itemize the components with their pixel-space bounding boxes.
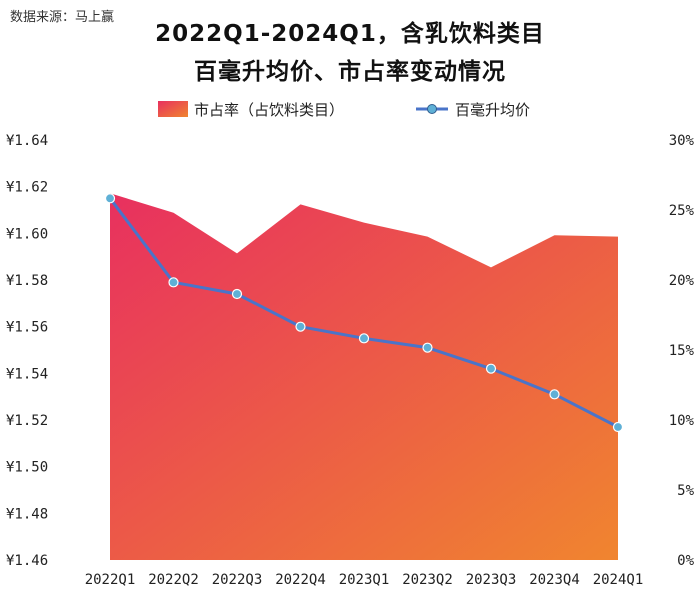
plot-area: ¥1.64 ¥1.62 ¥1.60 ¥1.58 ¥1.56 ¥1.54 ¥1.52 ¥1.50… [6,133,695,588]
price-point [358,333,370,344]
y-right-tick-label: 5% [677,483,694,499]
y-left-tick-label: ¥1.64 [6,133,48,149]
y-right-tick-label: 30% [669,133,695,149]
legend-line-label: 百毫升均价 [455,101,530,119]
price-point [485,363,497,374]
chart-title-line1: 2022Q1-2024Q1，含乳饮料类目 [155,21,545,47]
price-point [422,342,433,353]
y-right-tick-label: 15% [669,343,695,359]
chart-title-line2: 百毫升均价、市占率变动情况 [194,59,506,85]
price-point [104,193,116,204]
y-right-tick-label: 20% [669,273,695,289]
legend-line-marker [427,104,437,114]
y-right-tick-label: 0% [677,553,694,569]
y-right-tick-label: 10% [669,413,695,429]
price-point [295,321,306,332]
y-left-tick-label: ¥1.54 [6,366,48,382]
x-tick-label: 2023Q2 [402,572,453,588]
price-point [612,421,624,433]
market-share-area [110,193,618,560]
y-left-tick-label: ¥1.56 [6,320,48,336]
x-tick-label: 2023Q1 [339,572,390,588]
y-left-tick-label: ¥1.48 [6,506,48,522]
x-tick-label: 2024Q1 [593,572,644,588]
y-left-tick-label: ¥1.52 [6,413,48,429]
legend: 市占率（占饮料类目） 百毫升均价 [158,101,530,119]
x-tick-label: 2023Q3 [466,572,517,588]
y-right-tick-label: 25% [669,203,695,219]
x-tick-label: 2023Q4 [529,572,580,588]
x-tick-label: 2022Q1 [85,572,136,588]
y-left-tick-label: ¥1.50 [6,460,48,476]
source-note: 数据来源：马上赢 [10,10,115,25]
price-point [231,288,243,300]
x-tick-label: 2022Q2 [148,572,199,588]
price-point [168,277,179,288]
y-left-tick-label: ¥1.46 [6,553,48,569]
legend-area-swatch [158,101,188,117]
y-left-tick-label: ¥1.62 [6,180,48,196]
legend-area-label: 市占率（占饮料类目） [194,101,344,119]
price-point [549,389,560,400]
x-tick-label: 2022Q4 [275,572,326,588]
y-left-tick-label: ¥1.60 [6,226,48,242]
x-tick-label: 2022Q3 [212,572,263,588]
y-left-tick-label: ¥1.58 [6,273,48,289]
